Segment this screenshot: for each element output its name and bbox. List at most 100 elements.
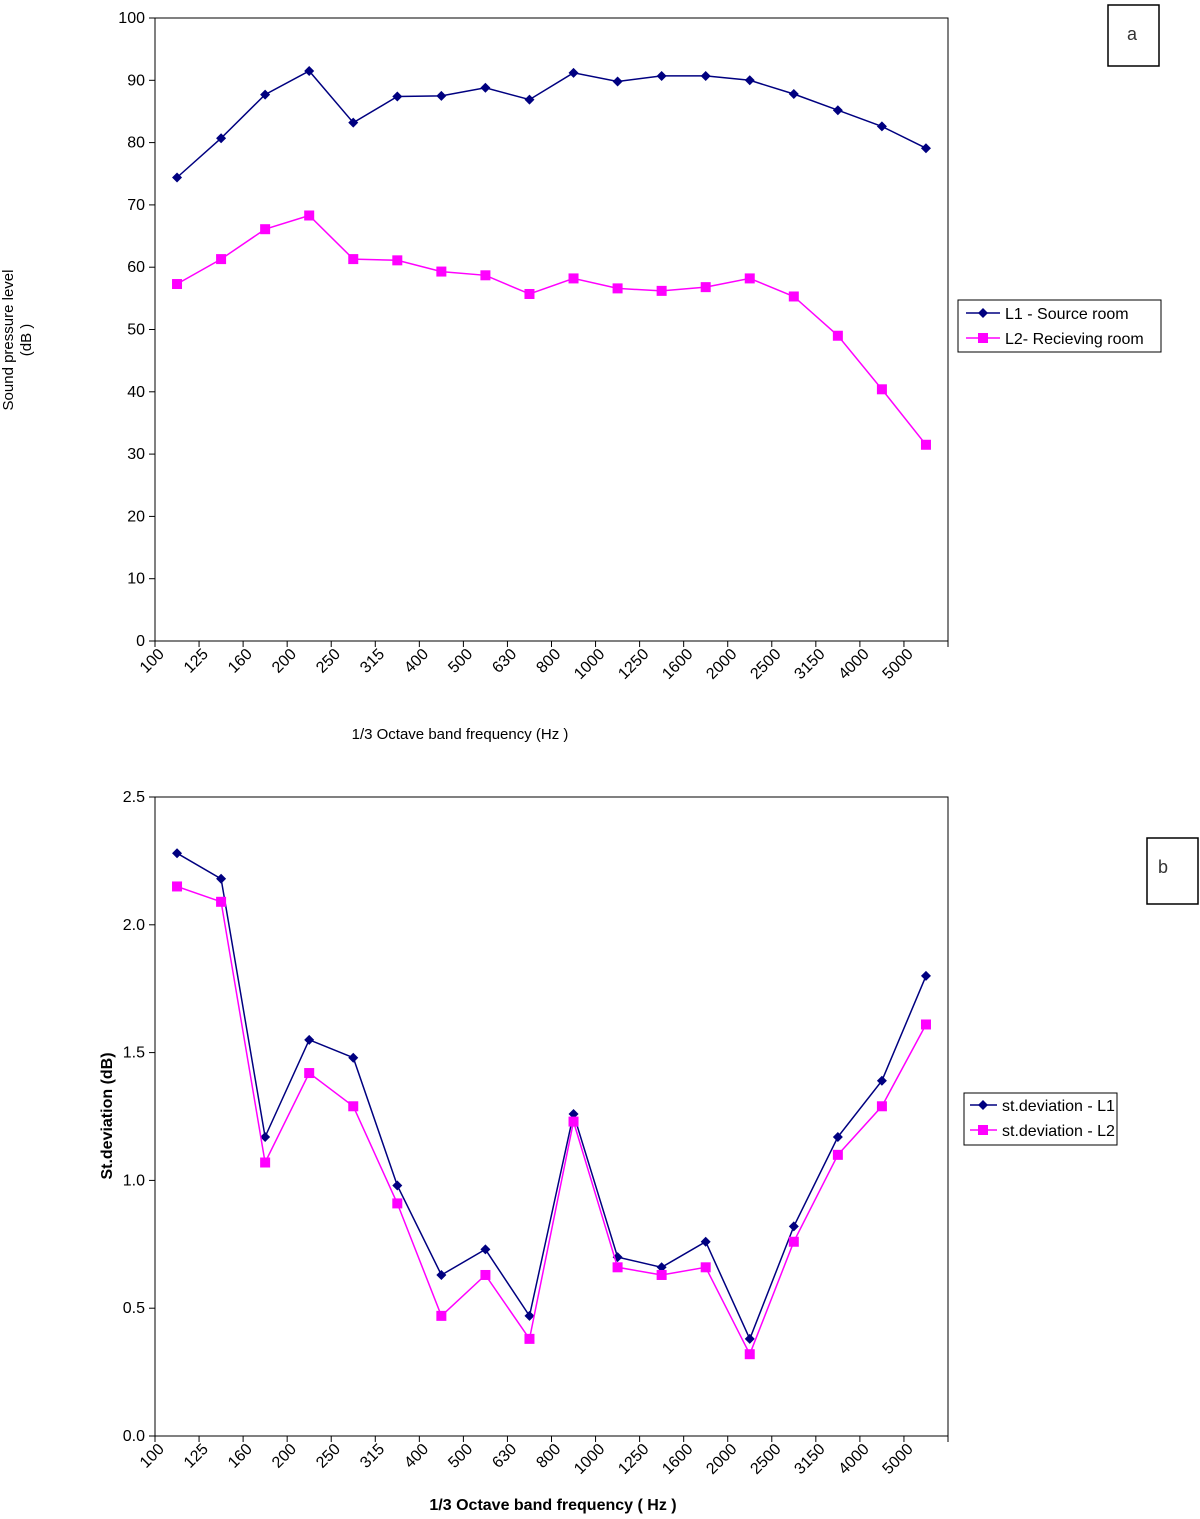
data-point-b-2 [260,1157,271,1168]
series-b [172,848,931,1360]
x-tick-label: 315 [357,1441,388,1472]
x-tick-label: 400 [401,1441,432,1472]
data-point-a-2 [700,282,711,293]
y-axis-title-a-line2: (dB ) [18,324,35,357]
data-point-a-1 [612,76,623,87]
x-tick-label: 2000 [703,1441,740,1478]
x-tick-label: 630 [489,1441,520,1472]
data-point-a-2 [744,273,755,284]
data-point-b-2 [172,881,183,892]
x-tick-label: 800 [533,1441,564,1472]
y-tick-label: 2.5 [123,789,145,806]
series-line-b-2 [176,885,927,1357]
data-point-a-1 [568,67,579,78]
data-point-b-1 [920,970,931,981]
data-point-b-1 [656,1262,667,1273]
y-tick-label: 80 [127,135,145,152]
x-tick-label: 200 [269,1441,300,1472]
panel-letter-a: a [1127,24,1138,44]
x-tick-label: 1250 [615,1441,652,1478]
plot-area-a [154,17,949,642]
data-point-a-2 [876,384,887,395]
data-point-a-2 [348,254,359,265]
data-point-b-1 [876,1075,887,1086]
x-tick-label: 1000 [571,1441,608,1478]
x-tick-label: 160 [225,646,256,677]
x-tick-label: 1250 [615,646,652,683]
data-point-b-2 [304,1068,315,1079]
data-point-a-2 [612,283,623,294]
data-point-b-2 [656,1269,667,1280]
y-tick-label: 40 [127,384,145,401]
legend-marker-a-l2 [978,333,988,343]
x-ticks-a: 100 125 160 200 250 315 400 500 630 800 1000 1250 16… [137,641,949,683]
x-tick-label: 1000 [571,646,608,683]
data-point-b-2 [920,1019,931,1030]
x-tick-label: 500 [445,646,476,677]
y-tick-label: 50 [127,322,145,339]
data-point-b-1 [216,873,227,884]
y-ticks-a: 0 10 20 30 40 50 60 70 80 90 100 [118,10,155,650]
x-tick-label: 4000 [836,646,873,683]
x-tick-label: 1600 [659,1441,696,1478]
y-tick-label: 10 [127,571,145,588]
x-tick-label: 2000 [703,646,740,683]
data-point-b-1 [172,848,183,859]
data-point-b-2 [832,1149,843,1160]
data-point-a-1 [216,133,227,144]
data-point-a-1 [744,75,755,86]
data-point-b-1 [348,1052,359,1063]
chart-panel-b: 0.0 0.5 1.0 1.5 2.0 2.5 100 125 160 200 250 315 400… [99,789,1199,1514]
data-point-a-1 [392,91,403,102]
data-point-b-1 [392,1180,403,1191]
legend-a: L1 - Source room L2- Recieving room [957,299,1162,353]
data-point-a-1 [832,105,843,116]
data-point-a-1 [788,89,799,100]
data-point-b-1 [304,1034,315,1045]
x-tick-label: 400 [401,646,432,677]
data-point-a-1 [700,70,711,81]
data-point-a-2 [788,291,799,302]
x-axis-title-b: 1/3 Octave band frequency ( Hz ) [429,1497,676,1514]
data-point-a-1 [524,94,535,105]
y-tick-label: 20 [127,508,145,525]
y-tick-label: 60 [127,259,145,276]
x-tick-label: 315 [357,646,388,677]
data-point-b-1 [436,1269,447,1280]
x-axis-title-a: 1/3 Octave band frequency (Hz ) [352,726,569,743]
x-tick-label: 125 [181,646,212,677]
data-point-b-2 [568,1116,579,1127]
x-tick-label: 2500 [747,1441,784,1478]
x-tick-label: 100 [137,646,168,677]
y-tick-label: 2.0 [123,917,145,934]
x-tick-label: 500 [445,1441,476,1472]
legend-marker-b-l1 [978,1100,988,1110]
legend-box-a [957,299,1162,353]
y-ticks-b: 0.0 0.5 1.0 1.5 2.0 2.5 [123,789,155,1445]
data-point-b-1 [260,1131,271,1142]
data-point-a-2 [656,285,667,296]
data-point-a-2 [260,224,271,235]
data-point-b-2 [612,1262,623,1273]
data-point-a-1 [304,65,315,76]
legend-label-a-l1: L1 - Source room [1005,306,1129,323]
data-point-b-2 [348,1101,359,1112]
y-tick-label: 1.0 [123,1172,145,1189]
x-tick-label: 2500 [747,646,784,683]
data-point-a-1 [260,89,271,100]
x-tick-label: 250 [313,1441,344,1472]
data-point-b-2 [876,1101,887,1112]
x-tick-label: 100 [137,1441,168,1472]
data-point-a-1 [348,117,359,128]
x-tick-label: 125 [181,1441,212,1472]
data-point-a-2 [920,439,931,450]
data-point-a-1 [656,70,667,81]
data-point-a-2 [832,330,843,341]
data-point-b-2 [392,1198,403,1209]
y-tick-label: 1.5 [123,1045,145,1062]
data-point-b-1 [480,1244,491,1255]
x-tick-label: 5000 [880,646,917,683]
data-point-a-2 [524,288,535,299]
panel-letter-box-b [1146,837,1199,905]
